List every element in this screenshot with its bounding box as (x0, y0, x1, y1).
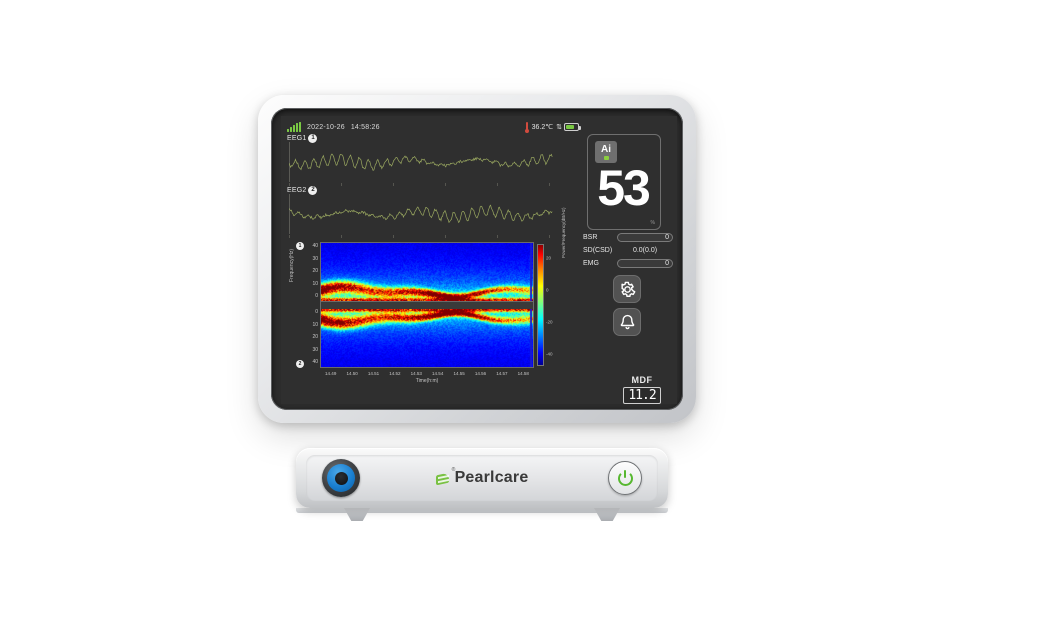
spectrogram-x-ticks: 14.49 14.50 14.51 14.52 14.53 14.54 14.55 14.56… (325, 371, 529, 376)
ai-leaf-icon: Ai (595, 141, 617, 163)
updown-icon: ⇅ (556, 124, 562, 131)
spectrogram-y-axis-label: Frequency(Hz) (289, 248, 295, 282)
signal-bars-icon (287, 122, 301, 132)
power-button[interactable] (608, 461, 642, 495)
alarm-button[interactable] (613, 308, 641, 336)
device-front-panel: ® Pearlcare (296, 448, 668, 508)
parameter-bar-emg: 0 (617, 259, 673, 268)
eeg1-label: EEG1 (287, 135, 307, 142)
front-panel-surface: ® Pearlcare (306, 455, 658, 501)
eeg1-trace (289, 153, 553, 171)
bis-value: 53 (597, 160, 651, 216)
spectrogram-ch2-badge: 2 (296, 360, 304, 368)
brand-name: ® Pearlcare (451, 467, 529, 487)
stand-foot-left (344, 508, 370, 521)
parameter-value-emg: 0 (665, 260, 669, 267)
parameter-row-emg[interactable]: EMG 0 (581, 258, 673, 269)
spectrogram-ch1-badge: 1 (296, 242, 304, 250)
ai-badge-label: Ai (601, 143, 611, 155)
gear-icon (620, 281, 635, 297)
eeg-channel-2: EEG2 2 (287, 186, 555, 238)
status-time: 14:58:26 (350, 123, 380, 131)
parameter-row-bsr[interactable]: BSR 0 (581, 232, 673, 243)
mdf-value: 11.2 (623, 387, 661, 404)
eeg2-tag: EEG2 2 (287, 186, 318, 195)
power-icon (617, 469, 633, 486)
registered-mark: ® (451, 467, 456, 473)
eeg-channel-1: EEG1 1 (287, 134, 555, 186)
parameter-value-bsr: 0 (665, 234, 669, 241)
monitor-device: 2022-10-26 14:58:26 36.2℃ ⇅ EEG1 (258, 95, 696, 423)
colorbar-ticks: 20 0 -20 -40 (546, 255, 553, 357)
parameter-value-sd: 0.0(0.0) (632, 247, 658, 254)
spectrogram-y-ticks: 40 30 20 10 0 0 10 20 30 40 (312, 243, 318, 365)
spectrogram-x-axis-label: Time(h:m) (415, 378, 439, 384)
stand-foot-right (594, 508, 620, 521)
leaf-logo-icon (435, 471, 451, 486)
colorbar-label: Power/Frequency(dB/Hz) (561, 207, 566, 258)
parameter-panel: Ai 53 % BSR 0 SD(CSD) 0.0(0 (581, 134, 673, 404)
temperature-value: 36.2℃ (531, 124, 554, 131)
mdf-display: MDF 11.2 (615, 375, 669, 404)
bis-index-box[interactable]: Ai 53 % (587, 134, 661, 230)
eeg2-trace (289, 204, 553, 224)
device-stand (296, 508, 668, 524)
colorbar: 20 0 -20 -40 Power/Frequency(dB/Hz) (537, 207, 571, 368)
spectrogram-channel-2 (321, 309, 533, 367)
colorbar-gradient (537, 244, 544, 366)
parameter-name-bsr: BSR (583, 234, 598, 241)
eeg1-tag: EEG1 1 (287, 134, 318, 143)
spectrogram-panel: Frequency(Hz) 1 2 40 30 20 10 0 0 10 20 30 40 14.… (287, 207, 571, 398)
monitor-bezel: 2022-10-26 14:58:26 36.2℃ ⇅ EEG1 (271, 108, 683, 410)
brand-text: Pearlcare (454, 469, 529, 486)
eeg2-label: EEG2 (287, 187, 307, 194)
bell-icon (620, 314, 634, 329)
settings-button[interactable] (613, 275, 641, 303)
eeg-waveform-area: EEG1 1 EEG2 2 (287, 134, 555, 238)
monitor-screen: 2022-10-26 14:58:26 36.2℃ ⇅ EEG1 (281, 116, 677, 404)
spectrogram-channel-1 (321, 243, 533, 301)
parameter-bar-bsr: 0 (617, 233, 673, 242)
thermometer-icon (524, 121, 529, 133)
status-bar-right: 36.2℃ ⇅ (524, 120, 581, 134)
parameter-name-sd: SD(CSD) (583, 247, 613, 254)
brand-logo: ® Pearlcare (435, 467, 529, 487)
mdf-label: MDF (631, 375, 653, 385)
spectrogram-plots (320, 242, 534, 368)
eeg2-badge: 2 (308, 186, 318, 195)
status-date: 2022-10-26 (307, 123, 345, 131)
action-buttons (581, 275, 673, 336)
bis-unit: % (650, 220, 655, 226)
battery-icon (564, 123, 581, 131)
status-bar: 2022-10-26 14:58:26 (287, 120, 581, 134)
eeg1-badge: 1 (308, 134, 318, 143)
sensor-port[interactable] (322, 459, 360, 497)
parameter-name-emg: EMG (583, 260, 599, 267)
parameter-row-sd[interactable]: SD(CSD) 0.0(0.0) (581, 245, 673, 256)
